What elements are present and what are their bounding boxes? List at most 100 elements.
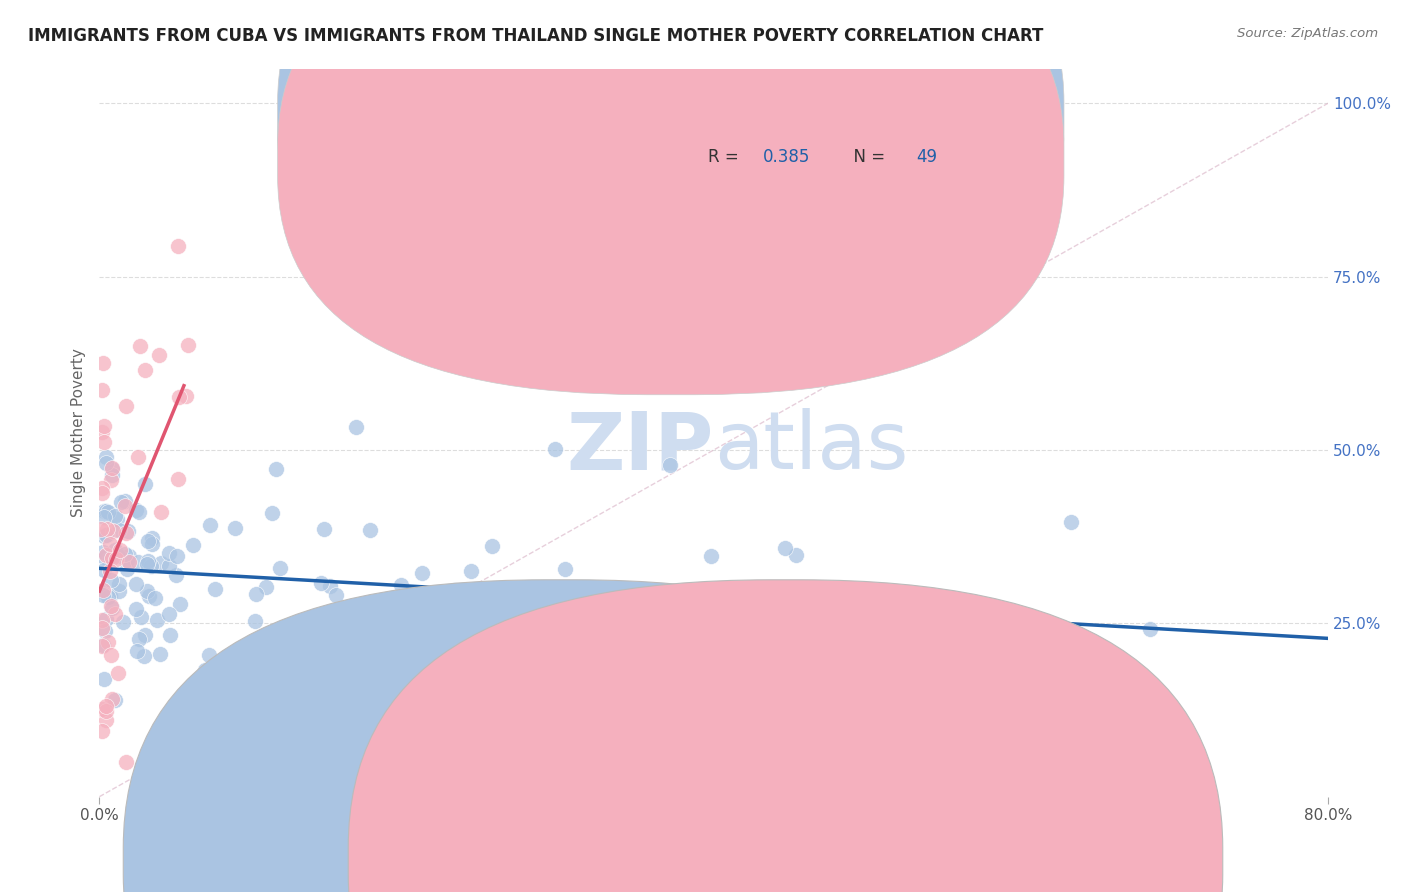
Point <box>91 583 114 598</box>
Text: R =: R = <box>707 104 744 123</box>
Point <box>100 573 122 587</box>
Point <box>359 523 381 537</box>
Point <box>93 673 115 687</box>
Point <box>96 450 118 465</box>
Point <box>117 524 139 538</box>
Point <box>141 531 163 545</box>
Point <box>100 599 122 613</box>
Point <box>309 576 332 591</box>
Point <box>93 510 115 524</box>
Point <box>157 607 180 622</box>
Point <box>98 564 121 578</box>
Text: IMMIGRANTS FROM CUBA VS IMMIGRANTS FROM THAILAND SINGLE MOTHER POVERTY CORRELATI: IMMIGRANTS FROM CUBA VS IMMIGRANTS FROM … <box>28 27 1043 45</box>
Point <box>104 543 127 558</box>
Point <box>115 525 138 540</box>
Point <box>344 640 367 655</box>
Point <box>127 555 149 569</box>
Point <box>94 624 117 639</box>
Point <box>96 705 118 719</box>
Text: 49: 49 <box>917 148 938 166</box>
Point <box>100 589 122 603</box>
Point <box>96 549 118 563</box>
Point <box>167 390 190 404</box>
Point <box>90 522 112 536</box>
Point <box>97 590 120 604</box>
Point <box>96 714 118 728</box>
Point <box>114 500 136 514</box>
Point <box>700 549 723 564</box>
Text: N =: N = <box>842 148 890 166</box>
Point <box>105 552 128 566</box>
FancyBboxPatch shape <box>277 0 1064 395</box>
Point <box>100 461 122 475</box>
Point <box>453 686 475 700</box>
Text: Immigrants from Thailand: Immigrants from Thailand <box>807 854 1005 868</box>
Point <box>194 663 217 677</box>
Point <box>91 583 114 598</box>
Point <box>157 546 180 560</box>
Point <box>544 442 567 456</box>
Point <box>198 518 221 533</box>
Text: R =: R = <box>707 148 744 166</box>
Point <box>128 632 150 646</box>
Point <box>94 698 117 713</box>
Point <box>132 649 155 664</box>
Point <box>138 590 160 604</box>
Point <box>460 564 482 578</box>
Point <box>96 522 118 536</box>
Point <box>93 356 115 370</box>
Point <box>204 582 226 597</box>
Text: Source: ZipAtlas.com: Source: ZipAtlas.com <box>1237 27 1378 40</box>
Point <box>128 339 150 353</box>
Point <box>108 523 131 537</box>
Text: N =: N = <box>842 104 890 123</box>
Point <box>124 503 146 517</box>
Point <box>139 558 162 573</box>
Point <box>146 613 169 627</box>
Point <box>921 593 943 607</box>
Point <box>128 505 150 519</box>
Point <box>519 655 541 669</box>
Point <box>501 607 523 621</box>
Point <box>104 607 127 621</box>
Point <box>97 634 120 648</box>
Point <box>118 555 141 569</box>
Point <box>1139 622 1161 636</box>
Point <box>159 628 181 642</box>
Point <box>104 692 127 706</box>
Point <box>110 495 132 509</box>
Point <box>91 545 114 559</box>
Point <box>401 701 423 715</box>
Point <box>91 639 114 653</box>
Point <box>444 617 467 632</box>
Point <box>91 485 114 500</box>
Y-axis label: Single Mother Poverty: Single Mother Poverty <box>72 348 86 517</box>
Point <box>375 642 398 657</box>
Point <box>108 543 131 558</box>
FancyBboxPatch shape <box>621 83 1021 196</box>
Point <box>134 628 156 642</box>
Point <box>127 644 149 658</box>
Point <box>93 434 115 449</box>
Point <box>90 481 112 495</box>
Point <box>105 512 128 526</box>
Point <box>90 383 112 397</box>
Point <box>444 582 467 597</box>
Point <box>98 537 121 551</box>
Point <box>166 472 188 486</box>
Point <box>574 684 596 698</box>
Point <box>104 508 127 523</box>
Point <box>245 587 267 601</box>
Point <box>115 399 138 413</box>
Point <box>118 549 141 563</box>
Point <box>554 562 576 576</box>
Point <box>100 473 122 487</box>
Point <box>101 467 124 482</box>
Point <box>134 363 156 377</box>
Point <box>93 549 115 564</box>
Point <box>408 591 430 605</box>
Point <box>94 456 117 470</box>
Point <box>114 493 136 508</box>
Point <box>134 477 156 491</box>
Point <box>115 562 138 576</box>
